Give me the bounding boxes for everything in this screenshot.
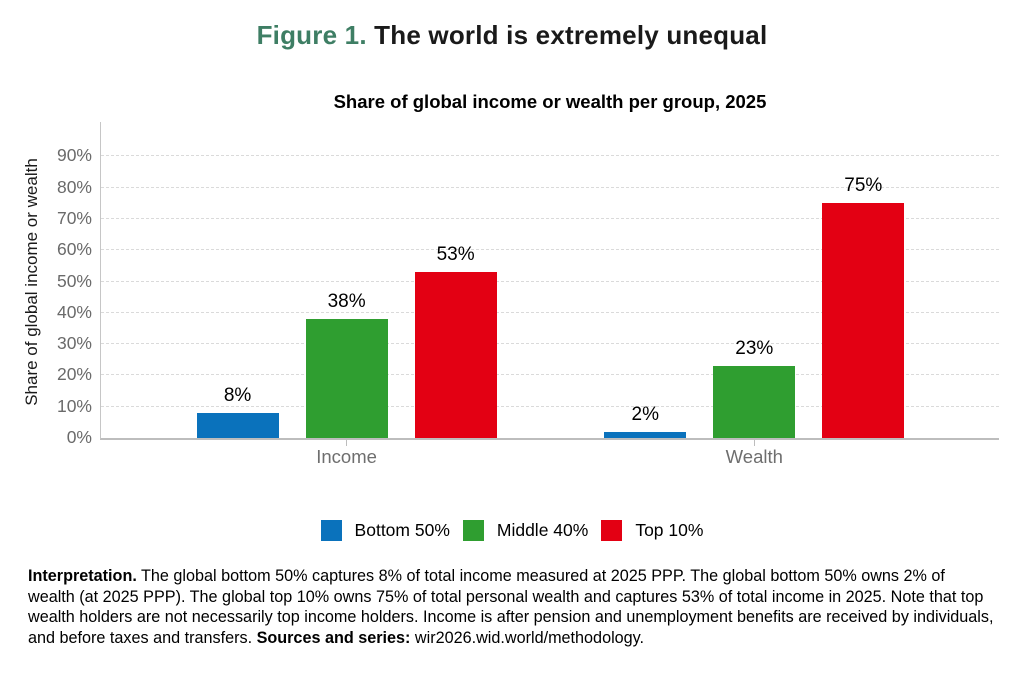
y-tick-label-50: 50%	[56, 270, 92, 291]
y-tick-label-80: 80%	[56, 176, 92, 197]
gridline-60	[101, 249, 999, 251]
bar-value-label-bottom-50-wealth: 2%	[631, 403, 660, 425]
bar-chart: Share of global income or wealth 0% 10% 20…	[0, 122, 1024, 512]
legend-item-top-10: Top 10%	[601, 520, 703, 541]
legend-label-top-10: Top 10%	[635, 520, 704, 540]
bar-value-label-middle-40-income: 38%	[327, 291, 366, 313]
y-tick-label-0: 0%	[66, 427, 92, 447]
bar-top-10-income	[414, 272, 497, 438]
legend-swatch-top-10	[601, 520, 623, 541]
y-tick-label-70: 70%	[56, 208, 92, 228]
gridline-90	[101, 155, 999, 157]
legend-swatch-middle-40	[462, 520, 484, 541]
figure-number-label: Figure 1.	[256, 20, 367, 50]
gridline-10	[101, 405, 999, 407]
x-tick-wealth	[753, 440, 755, 446]
y-tick-label-60: 60%	[56, 239, 92, 260]
gridline-30	[101, 343, 999, 345]
gridline-80	[101, 186, 999, 188]
gridline-50	[101, 280, 999, 282]
x-axis-label-income: Income	[316, 446, 377, 467]
y-tick-label-30: 30%	[56, 333, 92, 354]
bar-value-label-top-10-wealth: 75%	[844, 175, 883, 197]
x-axis-label-wealth: Wealth	[725, 446, 783, 467]
interpretation-text: The global bottom 50% captures 8% of tot…	[28, 567, 994, 648]
gridline-40	[101, 311, 999, 313]
legend-swatch-bottom-50	[320, 520, 342, 541]
y-tick-label-10: 10%	[56, 395, 92, 416]
bar-value-label-top-10-income: 53%	[436, 244, 475, 266]
y-tick-label-90: 90%	[56, 145, 92, 166]
legend-item-middle-40: Middle 40%	[462, 520, 589, 541]
bar-middle-40-income	[305, 319, 388, 438]
y-tick-label-40: 40%	[56, 301, 92, 322]
plot-area: 0% 10% 20% 30% 40% 50% 60% 70% 80% 90% Income 8% 38%…	[57, 122, 999, 467]
legend-label-middle-40: Middle 40%	[496, 520, 589, 540]
bar-value-label-bottom-50-income: 8%	[223, 384, 252, 406]
bar-bottom-50-income	[196, 412, 279, 438]
sources-text: wir2026.wid.world/methodology.	[410, 629, 645, 648]
bar-value-label-middle-40-wealth: 23%	[735, 338, 774, 360]
figure-title: Figure 1. The world is extremely unequal	[0, 20, 1024, 51]
y-tick-label-20: 20%	[56, 364, 92, 385]
chart-legend: Bottom 50% Middle 40% Top 10%	[0, 520, 1024, 541]
sources-label: Sources and series:	[256, 629, 411, 648]
legend-item-bottom-50: Bottom 50%	[320, 520, 450, 541]
chart-title: Share of global income or wealth per gro…	[333, 91, 767, 112]
bar-bottom-50-wealth	[604, 431, 687, 438]
interpretation-notes: Interpretation. The global bottom 50% ca…	[28, 566, 996, 649]
legend-label-bottom-50: Bottom 50%	[354, 520, 450, 540]
bar-middle-40-wealth	[713, 366, 796, 438]
gridline-20	[101, 374, 999, 376]
x-tick-income	[346, 440, 348, 446]
figure-title-text: The world is extremely unequal	[366, 20, 768, 50]
gridline-70	[101, 218, 999, 219]
interpretation-label: Interpretation.	[28, 567, 137, 585]
bar-top-10-wealth	[822, 203, 905, 438]
